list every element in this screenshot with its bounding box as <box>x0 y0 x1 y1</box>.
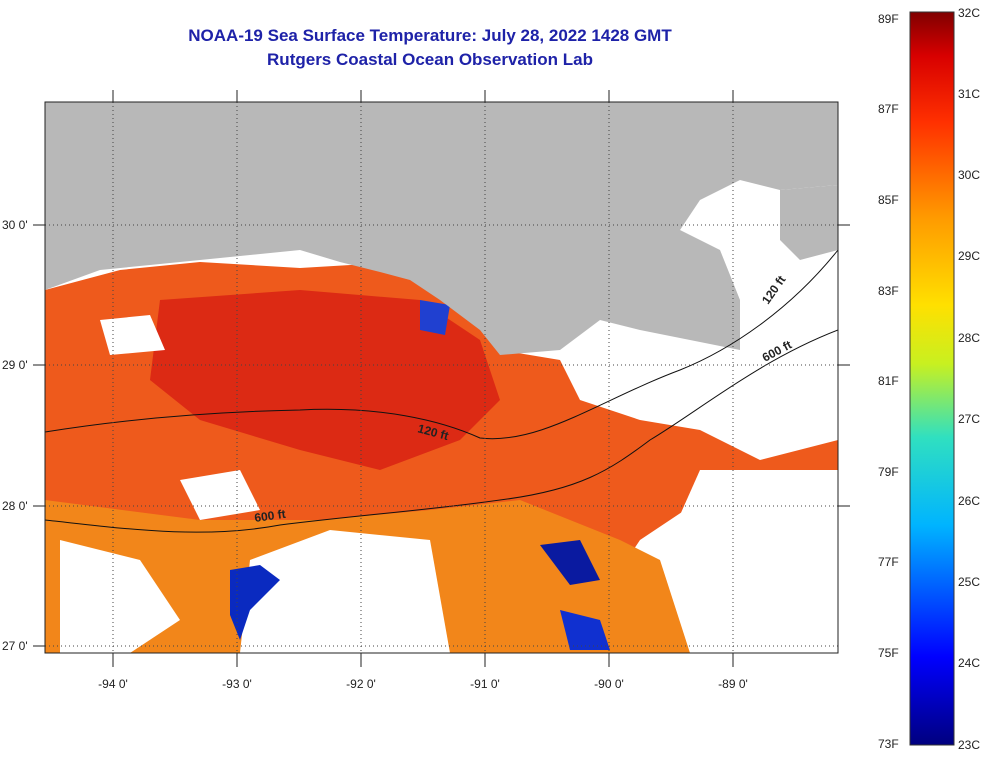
colorbar-f-label: 81F <box>878 374 899 388</box>
contour-600ft <box>45 329 838 533</box>
cloud-patch-nw <box>100 315 165 355</box>
lat-label: 30 0' <box>2 218 28 232</box>
land-east-coast <box>780 185 838 260</box>
contour-label-600ft-west: 600 ft <box>253 507 286 525</box>
colorbar-f-label: 89F <box>878 12 899 26</box>
contour-120ft <box>45 249 838 440</box>
cloud-patch-se <box>660 470 838 653</box>
map-frame-content <box>45 102 838 653</box>
colorbar-c-label: 31C <box>958 87 981 101</box>
map-subtitle: Rutgers Coastal Ocean Observation Lab <box>267 50 593 69</box>
lat-lon-grid <box>45 102 838 653</box>
colorbar-c-label: 30C <box>958 168 981 182</box>
sst-cold-patch-4 <box>420 300 450 335</box>
colorbar-c-label: 26C <box>958 494 981 508</box>
cloud-patch-south <box>240 530 450 653</box>
colorbar-c-label: 28C <box>958 331 981 345</box>
colorbar-f-label: 73F <box>878 737 899 751</box>
colorbar-c-label: 29C <box>958 249 981 263</box>
colorbar <box>909 11 955 746</box>
lon-label: -93 0' <box>222 677 252 691</box>
colorbar-c-label: 24C <box>958 656 981 670</box>
sst-cold-patch-1 <box>230 565 280 640</box>
cloud-patch-east <box>560 340 838 460</box>
colorbar-c-label: 27C <box>958 412 981 426</box>
colorbar-f-label: 77F <box>878 555 899 569</box>
lon-label: -90 0' <box>594 677 624 691</box>
colorbar-f-label: 79F <box>878 465 899 479</box>
map-ticks <box>33 90 850 667</box>
lon-label: -92 0' <box>346 677 376 691</box>
map-title: NOAA-19 Sea Surface Temperature: July 28… <box>188 26 672 45</box>
colorbar-c-label: 23C <box>958 738 981 752</box>
colorbar-c-label: 25C <box>958 575 981 589</box>
colorbar-f-label: 87F <box>878 102 899 116</box>
sst-cold-patch-2 <box>540 540 600 585</box>
lat-label: 28 0' <box>2 499 28 513</box>
colorbar-f-label: 83F <box>878 284 899 298</box>
lon-label: -89 0' <box>718 677 748 691</box>
sst-cold-patch-3 <box>560 610 610 650</box>
lon-label: -94 0' <box>98 677 128 691</box>
cloud-patch-west <box>60 540 180 653</box>
colorbar-f-label: 85F <box>878 193 899 207</box>
lon-label: -91 0' <box>470 677 500 691</box>
colorbar-f-label: 75F <box>878 646 899 660</box>
map-border <box>44 101 839 654</box>
land-mass <box>45 102 838 355</box>
colorbar-c-label: 32C <box>958 6 981 20</box>
cloud-patch-mid <box>180 470 260 520</box>
lat-label: 27 0' <box>2 639 28 653</box>
lat-label: 29 0' <box>2 358 28 372</box>
